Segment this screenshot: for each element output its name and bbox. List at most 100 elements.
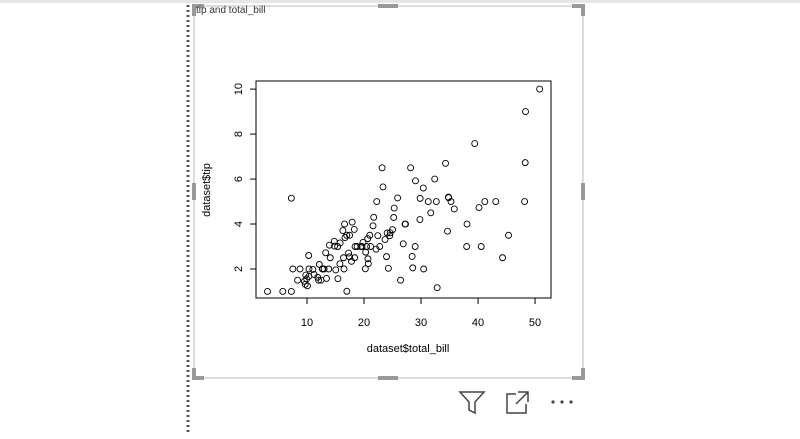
point (302, 271, 310, 279)
point (505, 231, 512, 239)
point (384, 264, 392, 272)
point (372, 245, 380, 253)
filter-icon[interactable] (458, 391, 486, 415)
point (447, 198, 455, 205)
point (390, 204, 398, 212)
point (315, 276, 323, 284)
point (379, 183, 387, 191)
focus-mode-icon[interactable] (506, 391, 529, 414)
point (481, 198, 489, 205)
point (492, 198, 500, 205)
x-tick-label: 20 (358, 317, 370, 329)
point (433, 284, 441, 292)
y-tick-label: 4 (233, 221, 245, 227)
point (427, 209, 435, 217)
point (522, 108, 529, 116)
point (399, 240, 407, 248)
point (367, 243, 375, 250)
corner-handle[interactable] (192, 4, 204, 16)
x-axis-label: dataset$total_bill (367, 343, 450, 355)
point (431, 175, 439, 183)
corner-handle[interactable] (572, 368, 585, 380)
point (381, 236, 389, 243)
y-tick-label: 10 (233, 83, 245, 95)
point (279, 288, 287, 295)
point (477, 243, 485, 250)
point (412, 177, 419, 185)
point (348, 218, 356, 226)
point (289, 265, 297, 273)
point (364, 235, 372, 243)
plot-box (255, 80, 552, 299)
point (361, 265, 369, 273)
point (331, 242, 339, 250)
point (407, 164, 415, 172)
point (374, 232, 382, 240)
point (536, 85, 544, 93)
point (336, 260, 344, 268)
corner-handle[interactable] (192, 368, 204, 380)
corner-handle[interactable] (572, 4, 585, 16)
point (309, 265, 317, 273)
dot (551, 400, 555, 404)
resize-handles[interactable] (192, 4, 585, 380)
y-tick-label: 8 (233, 131, 245, 137)
point (326, 254, 334, 262)
point (339, 227, 347, 234)
point (303, 282, 311, 290)
point (432, 198, 440, 205)
point (345, 249, 353, 257)
point (424, 198, 432, 205)
point (463, 243, 471, 250)
point (341, 220, 348, 228)
point (346, 231, 354, 239)
y-tick-label: 2 (233, 266, 245, 272)
x-tick-label: 30 (415, 317, 427, 329)
point (471, 140, 479, 147)
point (323, 274, 330, 282)
point (332, 266, 340, 274)
dot (560, 400, 564, 404)
point (334, 275, 342, 283)
point (340, 254, 347, 262)
point (264, 288, 271, 295)
point (420, 265, 428, 273)
point (320, 265, 328, 273)
point (350, 225, 358, 233)
point (301, 280, 309, 288)
point (296, 265, 304, 273)
visual-frame[interactable] (193, 5, 584, 379)
point (305, 252, 313, 259)
point (394, 194, 402, 202)
point (364, 260, 372, 268)
plot: 10 20 30 40 50 2 4 6 8 10 (233, 83, 544, 329)
point (326, 241, 333, 249)
point (334, 243, 342, 250)
point (287, 288, 295, 295)
more-options-icon[interactable] (551, 400, 573, 404)
point (378, 164, 386, 172)
point (373, 198, 381, 205)
y-axis-label: dataset$tip (201, 163, 213, 217)
point (445, 194, 453, 202)
point (442, 159, 449, 167)
point (411, 243, 419, 250)
point (389, 226, 396, 234)
point (397, 276, 405, 284)
point (322, 249, 330, 257)
point (369, 222, 377, 230)
point (402, 220, 409, 228)
point (314, 273, 322, 281)
point (348, 257, 355, 265)
point (340, 265, 348, 273)
point (444, 227, 451, 235)
point (366, 231, 374, 239)
point (386, 232, 394, 240)
point (463, 220, 471, 228)
point (499, 254, 506, 262)
x-tick-label: 10 (301, 317, 313, 329)
point (294, 276, 302, 284)
point (416, 194, 424, 202)
